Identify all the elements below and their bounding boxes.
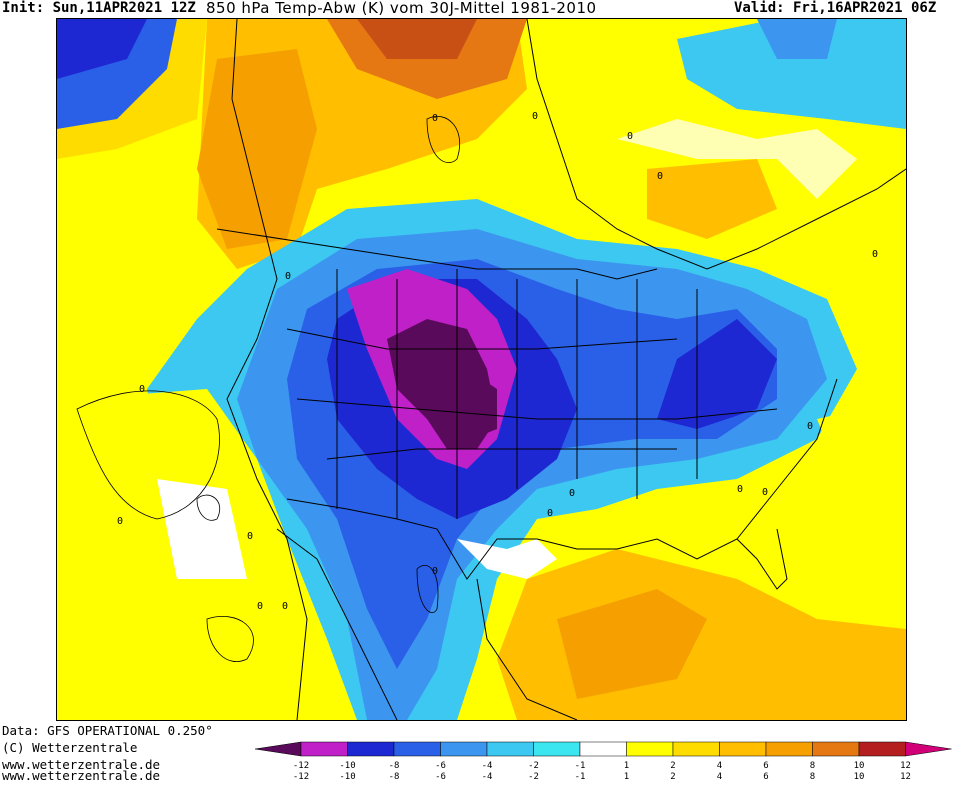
contour-label: 0 [432, 113, 438, 124]
legend-swatch [255, 741, 302, 757]
legend-tick-label: -6 [435, 772, 446, 782]
zero-contours [76, 116, 461, 662]
contour-label: 0 [117, 516, 123, 527]
legend-tick-label: -2 [528, 761, 539, 771]
legend-tick-label: -4 [482, 772, 493, 782]
legend-tick-label: -6 [435, 761, 446, 771]
legend-tick-label: -12 [293, 772, 309, 782]
data-source-label: Data: GFS OPERATIONAL 0.250° [2, 723, 213, 738]
legend-tick-label: 6 [763, 761, 768, 771]
contour-label: 0 [807, 421, 813, 432]
legend-tick-label: -12 [293, 761, 309, 771]
legend-tick-label: 1 [624, 772, 629, 782]
legend-swatch [440, 741, 488, 757]
contour-label: 0 [257, 601, 263, 612]
legend-tick-label: 12 [900, 761, 911, 771]
contour-label: 0 [282, 601, 288, 612]
legend-tick-label: 12 [900, 772, 911, 782]
legend-tick-label: -8 [389, 772, 400, 782]
legend-tick-label: -2 [528, 772, 539, 782]
legend-swatch [533, 741, 581, 757]
anomaly-fields [57, 19, 906, 720]
legend-swatch [300, 741, 348, 757]
contour-label: 0 [547, 508, 553, 519]
contour-label: 0 [657, 171, 663, 182]
legend-tick-label: -4 [482, 761, 493, 771]
contour-label: 0 [432, 566, 438, 577]
legend-tick-label: -1 [575, 772, 586, 782]
map-title: 850 hPa Temp-Abw (K) vom 30J-Mittel 1981… [206, 0, 597, 17]
copyright-label: (C) Wetterzentrale [2, 740, 138, 755]
legend-tick-label: 8 [810, 772, 815, 782]
legend-tick-label: 4 [717, 761, 722, 771]
contour-labels: 0 0 0 0 0 0 0 0 0 0 0 0 0 0 0 0 0 [117, 111, 878, 612]
legend-tick-label: 8 [810, 761, 815, 771]
temperature-anomaly-map: 0 0 0 0 0 0 0 0 0 0 0 0 0 0 0 0 0 [56, 18, 907, 721]
init-time-label: Init: Sun,11APR2021 12Z [2, 0, 196, 16]
legend-tick-label: -8 [389, 761, 400, 771]
legend-swatch [812, 741, 860, 757]
legend-swatch [858, 741, 906, 757]
legend-swatch [626, 741, 674, 757]
contour-label: 0 [285, 271, 291, 282]
legend-swatch [393, 741, 441, 757]
valid-time-label: Valid: Fri,16APR2021 06Z [734, 0, 937, 16]
legend-swatch [347, 741, 395, 757]
legend-tick-label: 6 [763, 772, 768, 782]
legend-tick-label: -10 [339, 761, 355, 771]
legend-swatch [719, 741, 767, 757]
legend-swatch [486, 741, 534, 757]
legend-tick-label: -1 [575, 761, 586, 771]
legend-swatch [579, 741, 627, 757]
contour-label: 0 [872, 249, 878, 260]
coastlines-and-borders [216, 19, 906, 720]
legend-swatch [672, 741, 720, 757]
legend-tick-label: -10 [339, 772, 355, 782]
contour-label: 0 [139, 384, 145, 395]
legend-swatch [905, 741, 952, 757]
legend-tick-label: 2 [670, 761, 675, 771]
legend-swatch [765, 741, 813, 757]
contour-label: 0 [247, 531, 253, 542]
color-scale-legend: -12-12-10-10-8-8-6-6-4-4-2-2-1-111224466… [255, 741, 952, 782]
contour-label: 0 [627, 131, 633, 142]
website-url: www.wetterzentrale.de [2, 768, 161, 783]
contour-label: 0 [762, 487, 768, 498]
contour-label: 0 [737, 484, 743, 495]
contour-label: 0 [532, 111, 538, 122]
legend-tick-label: 1 [624, 761, 629, 771]
contour-label: 0 [569, 488, 575, 499]
legend-tick-label: 2 [670, 772, 675, 782]
legend-tick-label: 10 [854, 772, 865, 782]
legend-tick-label: 10 [854, 761, 865, 771]
legend-tick-label: 4 [717, 772, 722, 782]
website-url: www.wetterzentrale.de [2, 757, 161, 772]
